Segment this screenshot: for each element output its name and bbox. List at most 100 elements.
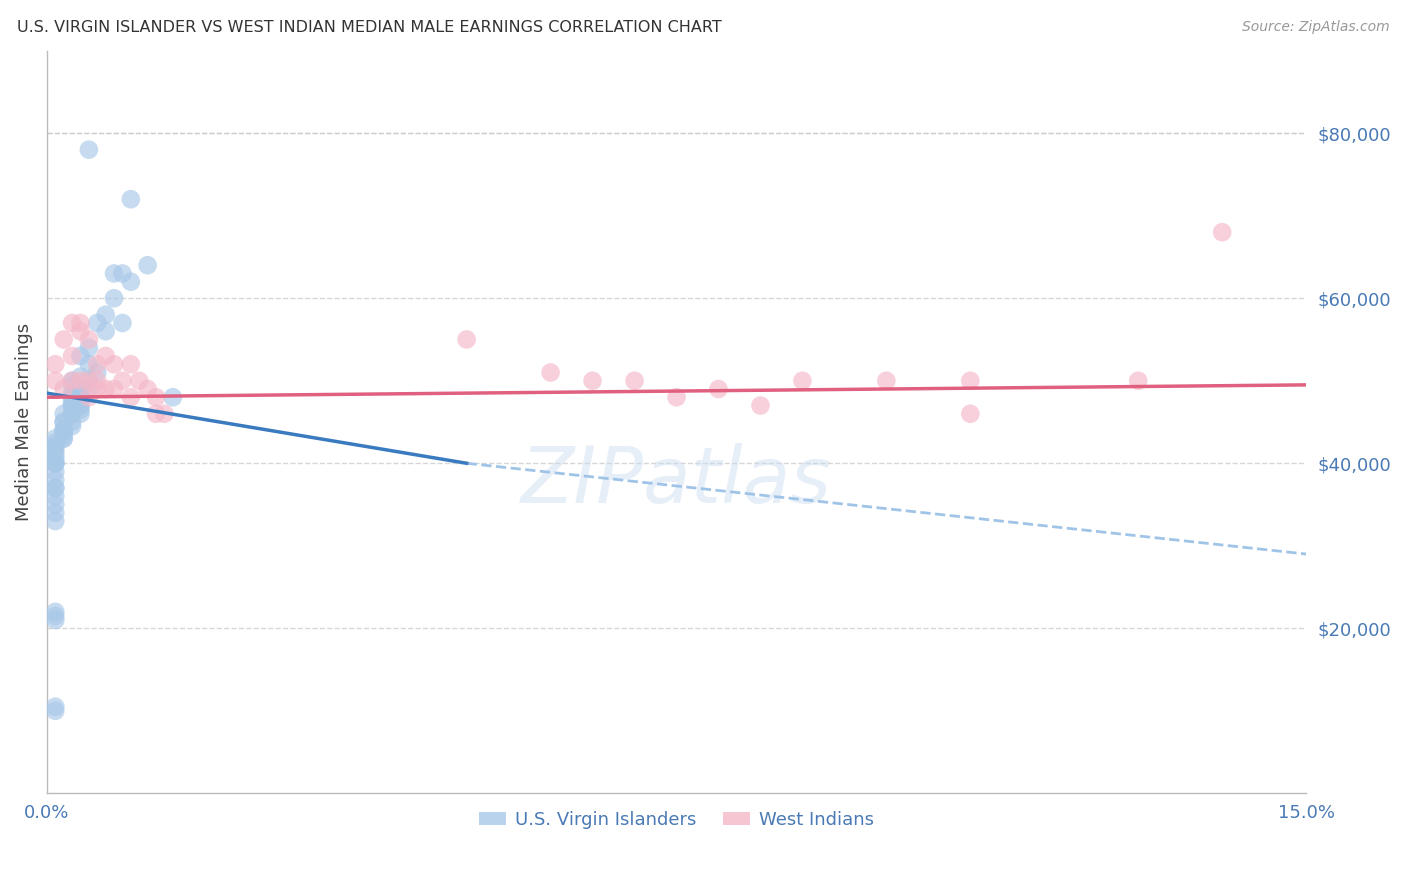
Point [153,407,176,421]
Point [60,399,83,413]
Point [52,423,75,437]
Point [120,357,142,371]
Point [44,489,66,503]
Point [103,382,125,396]
Point [44,435,66,450]
Point [86,316,108,330]
Point [875,374,897,388]
Point [44,432,66,446]
Point [44,699,66,714]
Point [136,382,159,396]
Point [77,357,100,371]
Point [44,473,66,487]
Point [60,399,83,413]
Point [52,415,75,429]
Point [145,390,167,404]
Text: Source: ZipAtlas.com: Source: ZipAtlas.com [1241,20,1389,34]
Point [52,382,75,396]
Point [69,399,91,413]
Point [44,481,66,495]
Point [77,390,100,404]
Point [44,506,66,520]
Point [44,440,66,454]
Text: U.S. VIRGIN ISLANDER VS WEST INDIAN MEDIAN MALE EARNINGS CORRELATION CHART: U.S. VIRGIN ISLANDER VS WEST INDIAN MEDI… [17,20,721,35]
Point [44,481,66,495]
Point [623,374,645,388]
Point [103,267,125,281]
Point [44,456,66,470]
Point [120,192,142,206]
Point [52,333,75,347]
Point [120,275,142,289]
Point [103,291,125,305]
Point [44,448,66,462]
Point [94,349,117,363]
Point [52,432,75,446]
Point [162,390,184,404]
Point [111,316,134,330]
Point [52,415,75,429]
Point [60,407,83,421]
Point [94,382,117,396]
Point [60,374,83,388]
Point [69,324,91,338]
Point [60,349,83,363]
Point [52,423,75,437]
Point [69,402,91,417]
Point [77,374,100,388]
Point [44,609,66,624]
Point [60,419,83,434]
Point [959,374,981,388]
Point [707,382,730,396]
Point [44,456,66,470]
Point [749,399,772,413]
Point [44,704,66,718]
Point [60,316,83,330]
Point [44,456,66,470]
Point [60,386,83,401]
Point [111,374,134,388]
Point [792,374,814,388]
Point [69,399,91,413]
Point [959,407,981,421]
Point [77,341,100,355]
Point [52,432,75,446]
Point [94,324,117,338]
Point [44,605,66,619]
Point [86,366,108,380]
Point [60,407,83,421]
Point [44,613,66,627]
Point [60,394,83,409]
Point [120,390,142,404]
Point [86,374,108,388]
Point [1211,225,1233,239]
Point [44,357,66,371]
Point [60,390,83,404]
Point [145,407,167,421]
Point [69,390,91,404]
Point [581,374,603,388]
Point [665,390,688,404]
Point [44,452,66,467]
Legend: U.S. Virgin Islanders, West Indians: U.S. Virgin Islanders, West Indians [471,804,882,837]
Point [60,374,83,388]
Point [111,267,134,281]
Point [77,333,100,347]
Point [69,390,91,404]
Point [69,407,91,421]
Point [60,415,83,429]
Point [540,366,562,380]
Point [456,333,478,347]
Point [69,382,91,396]
Point [77,382,100,396]
Point [86,382,108,396]
Point [52,427,75,442]
Point [44,440,66,454]
Point [69,369,91,384]
Text: ZIPatlas: ZIPatlas [522,443,832,519]
Point [69,374,91,388]
Point [44,514,66,528]
Point [52,407,75,421]
Point [52,423,75,437]
Point [69,349,91,363]
